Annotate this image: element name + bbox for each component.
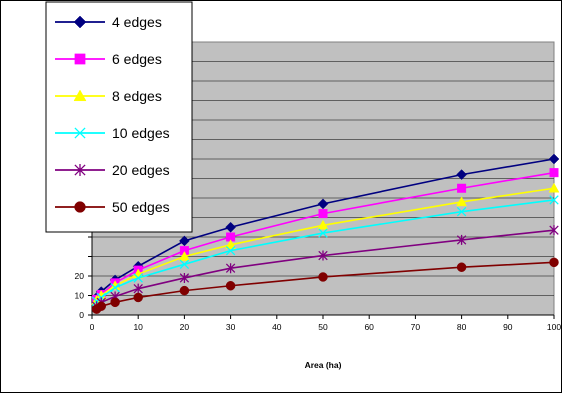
data-point-20-edges-30 xyxy=(225,263,236,274)
data-point-50-edges-2 xyxy=(96,301,106,311)
data-point-4-edges-100 xyxy=(548,153,560,165)
data-point-6-edges-50 xyxy=(318,209,328,219)
legend-entry-6-edges: 6 edges xyxy=(55,51,162,67)
series-50-edges xyxy=(91,257,559,314)
data-point-50-edges-80 xyxy=(456,262,467,272)
x-axis-title: Area (ha) xyxy=(305,360,342,370)
x-tick-label-40: 40 xyxy=(272,322,282,332)
x-tick-label-70: 70 xyxy=(411,322,421,332)
legend-label-50-edges: 50 edges xyxy=(112,199,170,215)
legend-label-6-edges: 6 edges xyxy=(112,51,162,67)
data-point-4-edges-30 xyxy=(225,221,236,233)
data-point-10-edges-20 xyxy=(179,259,190,270)
legend-marker-6-edges xyxy=(74,53,86,65)
data-point-8-edges-50 xyxy=(317,219,329,230)
x-tick-labels: 0 10 20 30 40 50 60 70 80 90 100 xyxy=(90,322,562,332)
legend-label-4-edges: 4 edges xyxy=(112,14,162,30)
data-point-10-edges-30 xyxy=(225,245,236,256)
legend-entry-8-edges: 8 edges xyxy=(55,88,162,104)
data-point-4-edges-80 xyxy=(456,169,467,180)
legend: 4 edges 6 edges 8 edges 10 edges 20 edges 50 … xyxy=(45,1,193,233)
x-tick-label-20: 20 xyxy=(180,322,190,332)
legend-label-20-edges: 20 edges xyxy=(112,162,170,178)
y-tick-label-20: 20 xyxy=(75,271,85,281)
legend-marker-4-edges xyxy=(73,15,87,29)
data-point-8-edges-30 xyxy=(225,239,237,250)
data-point-20-edges-20 xyxy=(179,272,190,283)
legend-label-8-edges: 8 edges xyxy=(112,88,162,104)
x-tick-label-0: 0 xyxy=(90,322,95,332)
data-point-8-edges-80 xyxy=(456,196,468,207)
legend-box xyxy=(45,1,193,233)
data-point-50-edges-100 xyxy=(549,257,559,268)
data-point-20-edges-100 xyxy=(549,225,559,236)
data-point-50-edges-20 xyxy=(179,285,190,296)
x-tick-label-100: 100 xyxy=(547,322,561,332)
data-point-8-edges-100 xyxy=(548,182,560,193)
data-point-50-edges-50 xyxy=(318,272,328,282)
data-point-10-edges-10 xyxy=(133,273,143,283)
legend-entry-20-edges: 20 edges xyxy=(55,162,170,178)
x-tick-label-30: 30 xyxy=(226,322,236,332)
legend-label-10-edges: 10 edges xyxy=(112,125,170,141)
data-point-50-edges-30 xyxy=(225,281,236,291)
legend-marker-8-edges xyxy=(73,89,87,102)
series-group xyxy=(91,153,560,314)
legend-entry-10-edges: 10 edges xyxy=(55,125,170,141)
y-tick-label-10: 10 xyxy=(75,291,85,301)
y-tick-labels: 0 10 20 xyxy=(75,271,85,320)
data-point-8-edges-20 xyxy=(178,250,190,261)
data-point-50-edges-10 xyxy=(133,292,143,303)
data-point-4-edges-50 xyxy=(317,198,329,210)
data-point-20-edges-80 xyxy=(456,234,467,245)
data-point-10-edges-100 xyxy=(549,195,559,205)
legend-marker-50-edges xyxy=(74,201,86,213)
legend-entry-4-edges: 4 edges xyxy=(55,14,162,30)
x-tick-label-90: 90 xyxy=(503,322,513,332)
data-point-4-edges-20 xyxy=(179,235,190,247)
data-point-10-edges-5 xyxy=(110,282,120,293)
data-point-6-edges-100 xyxy=(549,168,559,178)
x-tick-label-60: 60 xyxy=(364,322,374,332)
data-point-50-edges-5 xyxy=(110,297,120,308)
legend-marker-10-edges xyxy=(74,127,86,139)
legend-entry-50-edges: 50 edges xyxy=(55,199,170,215)
legend-marker-20-edges xyxy=(74,164,86,176)
x-tick-label-10: 10 xyxy=(133,322,143,332)
data-point-20-edges-50 xyxy=(318,250,328,261)
y-tick-label-0: 0 xyxy=(79,310,84,320)
x-tick-label-80: 80 xyxy=(457,322,467,332)
data-point-10-edges-50 xyxy=(318,228,328,238)
data-point-10-edges-80 xyxy=(456,206,467,217)
data-point-20-edges-10 xyxy=(133,283,143,294)
data-point-6-edges-80 xyxy=(457,183,467,193)
x-tick-label-50: 50 xyxy=(318,322,328,332)
